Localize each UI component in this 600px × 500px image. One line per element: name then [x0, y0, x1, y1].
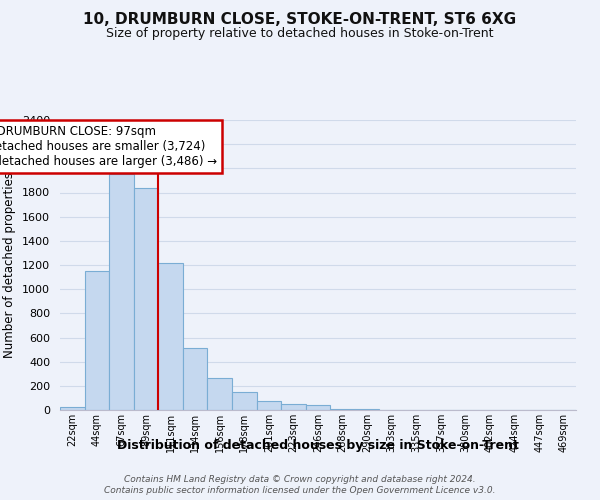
Bar — [330, 409, 355, 410]
Text: Contains HM Land Registry data © Crown copyright and database right 2024.: Contains HM Land Registry data © Crown c… — [124, 475, 476, 484]
Bar — [257, 401, 281, 410]
Bar — [208, 378, 232, 410]
Text: Size of property relative to detached houses in Stoke-on-Trent: Size of property relative to detached ho… — [106, 28, 494, 40]
Text: 10, DRUMBURN CLOSE, STOKE-ON-TRENT, ST6 6XG: 10, DRUMBURN CLOSE, STOKE-ON-TRENT, ST6 … — [83, 12, 517, 28]
Bar — [232, 392, 257, 410]
Bar — [183, 348, 208, 410]
Bar — [158, 262, 183, 410]
Bar — [281, 404, 306, 410]
Bar — [306, 405, 330, 410]
Text: Contains public sector information licensed under the Open Government Licence v3: Contains public sector information licen… — [104, 486, 496, 495]
Y-axis label: Number of detached properties: Number of detached properties — [4, 172, 16, 358]
Text: 10 DRUMBURN CLOSE: 97sqm
← 51% of detached houses are smaller (3,724)
48% of sem: 10 DRUMBURN CLOSE: 97sqm ← 51% of detach… — [0, 125, 217, 168]
Bar — [109, 174, 134, 410]
Bar — [134, 188, 158, 410]
Text: Distribution of detached houses by size in Stoke-on-Trent: Distribution of detached houses by size … — [117, 440, 519, 452]
Bar — [85, 271, 109, 410]
Bar — [60, 407, 85, 410]
